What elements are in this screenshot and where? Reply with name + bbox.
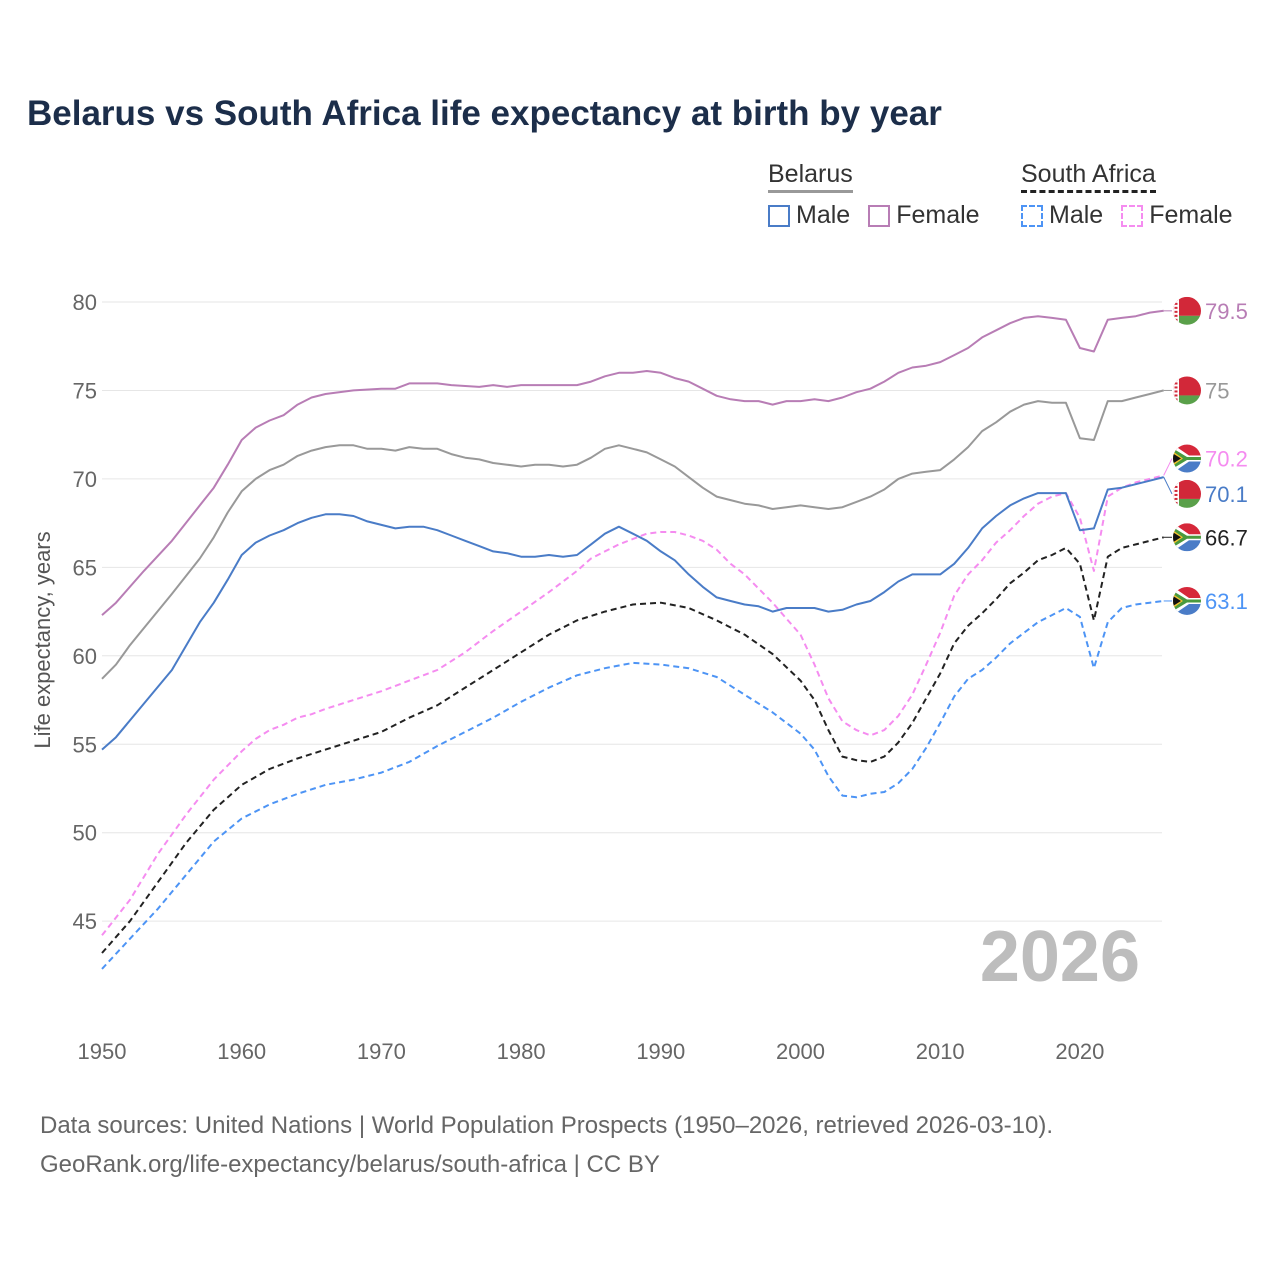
legend-label: Male: [1049, 201, 1104, 229]
y-tick-label: 55: [73, 732, 97, 757]
y-tick-label: 60: [73, 644, 97, 669]
end-labels: 79.5 75 70.2 70.1 66.7 63.1: [1163, 296, 1248, 615]
x-axis-ticks: 1950 1960 1970 1980 1990 2000 2010 2020: [78, 1039, 1105, 1064]
x-tick-label: 1970: [357, 1039, 406, 1064]
x-tick-label: 1950: [78, 1039, 127, 1064]
gridlines: [102, 301, 1162, 922]
chart-title: Belarus vs South Africa life expectancy …: [27, 94, 942, 133]
legend-belarus: Belarus Male Female: [768, 160, 980, 230]
belarus-flag-icon: [1173, 479, 1201, 508]
belarus-flag-icon: [1173, 376, 1201, 405]
series-line-by-female: [101, 309, 1164, 616]
y-tick-label: 45: [73, 909, 97, 934]
end-label-za-total: 66.7: [1205, 525, 1248, 550]
y-axis-ticks: 45 50 55 60 65 70 75 80: [73, 290, 97, 934]
y-tick-label: 80: [73, 290, 97, 315]
y-axis-label: Life expectancy, years: [30, 531, 55, 748]
footer: Data sources: United Nations | World Pop…: [40, 1106, 1053, 1184]
y-tick-label: 65: [73, 555, 97, 580]
x-tick-label: 1980: [497, 1039, 546, 1064]
legend-item-belarus-male[interactable]: Male: [768, 201, 850, 230]
series-lines: [101, 309, 1164, 970]
data-source: Data sources: United Nations | World Pop…: [40, 1112, 1054, 1139]
legend-swatch: [868, 204, 891, 227]
x-tick-label: 2010: [916, 1039, 965, 1064]
end-label-by-female: 79.5: [1205, 299, 1248, 324]
legend-item-south-africa-male[interactable]: Male: [1021, 201, 1103, 230]
legend-swatch: [1021, 204, 1043, 227]
series-line-za-female: [101, 474, 1164, 936]
legend-swatch: [768, 204, 790, 227]
series-line-by-male: [101, 476, 1164, 751]
legend-item-belarus-female[interactable]: Female: [868, 201, 980, 230]
legend-swatch: [1121, 204, 1144, 227]
south-africa-flag-icon: [1173, 523, 1201, 552]
belarus-flag-icon: [1173, 296, 1201, 325]
x-tick-label: 1990: [636, 1039, 685, 1064]
legend-label: Female: [896, 201, 980, 229]
legend-south-africa-title: South Africa: [1021, 160, 1156, 193]
end-label-by-male: 70.1: [1205, 482, 1248, 507]
south-africa-flag-icon: [1173, 444, 1201, 473]
legend-south-africa: South Africa Male Female: [1021, 160, 1233, 230]
y-tick-label: 75: [73, 378, 97, 403]
source-url: GeoRank.org/life-expectancy/belarus/sout…: [40, 1151, 660, 1178]
legend-label: Female: [1149, 201, 1233, 229]
legend-label: Male: [796, 201, 851, 229]
end-label-za-female: 70.2: [1205, 447, 1248, 472]
x-tick-label: 2000: [776, 1039, 825, 1064]
south-africa-flag-icon: [1173, 586, 1201, 615]
x-tick-label: 1960: [217, 1039, 266, 1064]
legend-item-south-africa-female[interactable]: Female: [1121, 201, 1233, 230]
end-label-za-male: 63.1: [1205, 589, 1248, 614]
series-line-za-male: [101, 600, 1164, 970]
y-tick-label: 50: [73, 821, 97, 846]
end-label-by-total: 75: [1205, 378, 1229, 403]
series-line-by-total: [101, 389, 1164, 680]
x-tick-label: 2020: [1055, 1039, 1104, 1064]
y-tick-label: 70: [73, 467, 97, 492]
legend-belarus-title: Belarus: [768, 160, 853, 193]
label-leader-line: [1163, 458, 1173, 476]
series-line-za-total: [101, 536, 1164, 954]
year-watermark: 2026: [980, 917, 1140, 997]
label-leader-line: [1163, 476, 1173, 495]
